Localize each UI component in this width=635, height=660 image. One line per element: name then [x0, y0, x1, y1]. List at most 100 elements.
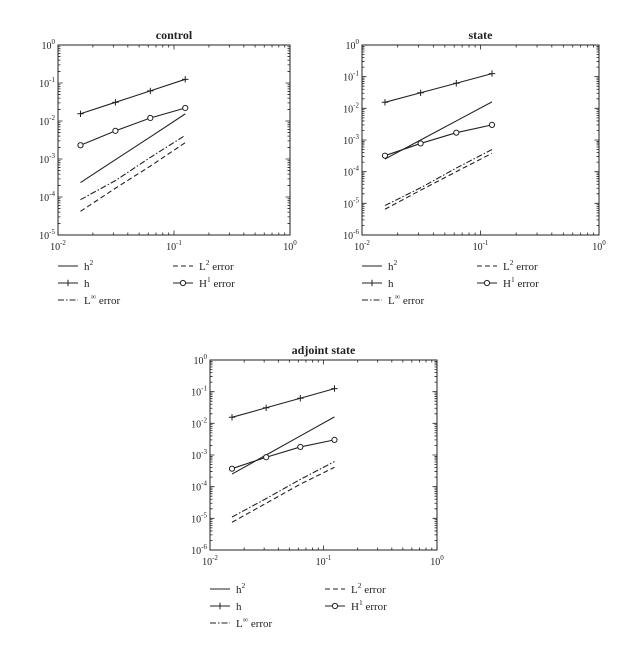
legend-label: H1 error: [503, 275, 539, 290]
x-tick-label-base: 10: [283, 242, 293, 253]
y-tick-label: 10-6: [343, 228, 359, 242]
y-tick-label: 10-5: [39, 228, 55, 242]
legend-label-base: h: [84, 278, 90, 290]
legend-item-h2: h2: [58, 258, 94, 273]
series-line-linf: [80, 134, 186, 201]
y-tick-label-exponent: -5: [201, 511, 207, 519]
legend-label: L∞ error: [236, 615, 273, 630]
tick-marks: [361, 44, 600, 236]
data-point-h1: [417, 140, 424, 147]
legend-label-base: L: [199, 261, 206, 273]
legend-label-base: h: [84, 261, 90, 273]
legend-item-h: h: [58, 278, 90, 290]
x-tick-label-base: 10: [166, 242, 176, 253]
y-tick-label: 10-1: [343, 70, 359, 84]
series-h: [77, 76, 189, 117]
series-line-l2: [80, 142, 186, 212]
y-tick-label-exponent: -6: [201, 543, 207, 551]
legend-label: L∞ error: [388, 292, 425, 307]
data-point-h1: [297, 443, 304, 451]
legend-label-suffix: error: [363, 601, 387, 613]
y-tick-label-base: 10: [191, 483, 201, 494]
legend-item-h2: h2: [362, 258, 398, 273]
y-tick-label: 10-3: [39, 152, 55, 166]
data-point-h1: [147, 114, 154, 122]
x-tick-label-base: 10: [354, 242, 364, 253]
y-tick-label-base: 10: [39, 155, 49, 166]
x-tick-label: 10-1: [473, 239, 489, 253]
data-point-h1: [381, 152, 389, 159]
legend-marker-sample: [483, 279, 491, 287]
legend-label-base: H: [351, 601, 359, 613]
legend-item-l2: L2 error: [477, 258, 538, 273]
series-line-linf: [384, 149, 493, 207]
series-linf: [231, 461, 335, 518]
x-tick-label-exponent: -2: [364, 239, 370, 247]
y-tick-label-exponent: -2: [353, 101, 359, 109]
y-tick-label-base: 10: [343, 199, 353, 210]
legend-label-base: h: [388, 261, 394, 273]
data-point-h: [453, 80, 460, 87]
data-point-h: [77, 110, 84, 117]
x-tick-label-base: 10: [202, 557, 212, 568]
y-tick-label: 100: [42, 38, 56, 52]
series-h2: [231, 416, 335, 475]
y-tick-label-base: 10: [191, 451, 201, 462]
data-point-h: [262, 404, 270, 411]
legend-item-linf: L∞ error: [58, 292, 121, 307]
legend-label-base: L: [236, 618, 243, 630]
legend-label-superscript: 2: [90, 258, 94, 267]
data-point-h1: [331, 436, 338, 443]
legend-label: L2 error: [351, 581, 386, 596]
legend-label: L2 error: [199, 258, 234, 273]
legend-item-l2: L2 error: [325, 581, 386, 596]
x-tick-label-exponent: -1: [483, 239, 489, 247]
y-tick-label-exponent: 0: [356, 38, 360, 46]
series-l2: [384, 152, 493, 210]
y-tick-label: 10-1: [39, 76, 55, 90]
data-point-h: [381, 99, 389, 106]
legend-label-superscript: ∞: [395, 292, 400, 301]
data-point-h1: [453, 129, 460, 136]
legend-label-suffix: error: [515, 278, 539, 290]
y-tick-label-base: 10: [191, 388, 201, 399]
legend-item-l2: L2 error: [173, 258, 234, 273]
legend-label-superscript: 1: [359, 598, 363, 607]
data-point-h1: [182, 104, 189, 112]
tick-marks: [57, 44, 291, 236]
data-point-h: [331, 385, 338, 392]
legend-label-superscript: 2: [394, 258, 398, 267]
tick-marks: [209, 359, 438, 551]
y-tick-label: 10-2: [191, 416, 207, 430]
y-tick-label-exponent: -1: [353, 70, 359, 78]
series-linf: [384, 149, 493, 207]
axis-ticks: [209, 359, 438, 551]
y-tick-label: 100: [346, 38, 360, 52]
series-h: [228, 385, 338, 421]
y-tick-label: 10-2: [343, 101, 359, 115]
y-tick-label-exponent: -4: [49, 190, 55, 198]
data-point-h: [147, 87, 154, 95]
legend-label-base: L: [503, 261, 510, 273]
y-tick-label-base: 10: [39, 117, 49, 128]
legend-label-suffix: error: [248, 618, 272, 630]
legend-label-base: L: [84, 295, 91, 307]
x-tick-label-exponent: -1: [326, 554, 332, 562]
y-tick-label: 10-4: [191, 480, 207, 494]
y-tick-label: 10-3: [343, 133, 359, 147]
legend-label-suffix: error: [361, 584, 385, 596]
y-tick-label-exponent: -1: [201, 385, 207, 393]
y-tick-label-base: 10: [343, 168, 353, 179]
x-tick-label: 100: [592, 239, 606, 253]
series-h1: [381, 121, 496, 159]
x-tick-label: 10-2: [202, 554, 218, 568]
x-tick-label: 10-2: [50, 239, 66, 253]
chart-title: state: [469, 28, 494, 42]
x-tick-label-base: 10: [316, 557, 326, 568]
legend-label-suffix: error: [513, 261, 537, 273]
x-tick-label-exponent: -2: [212, 554, 218, 562]
